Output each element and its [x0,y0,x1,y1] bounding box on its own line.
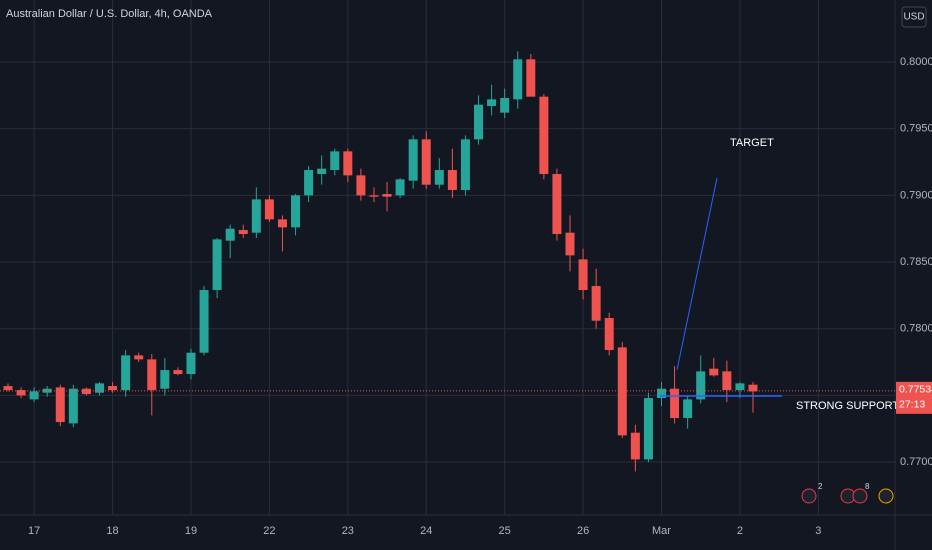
trend-line [676,177,718,371]
candle-body [186,352,196,375]
candle-body [81,388,91,395]
candle-body [408,139,418,181]
grid [0,0,895,515]
event-icon[interactable] [801,488,817,504]
candle-body [160,370,170,389]
candle-body [513,59,523,100]
x-tick-label: 18 [106,525,118,537]
candle-body [630,432,640,460]
candle-body [447,170,457,191]
candle-body [134,355,144,360]
x-tick-label: Mar [652,525,671,537]
x-tick-label: 24 [420,525,432,537]
candle-body [643,398,653,460]
candle-body [369,195,379,197]
candle-body [356,175,366,196]
candle-body [748,384,758,392]
candle-body [565,232,575,256]
x-tick-label: 26 [577,525,589,537]
candle-body [16,390,26,396]
candle-body [317,168,327,175]
candle-body [343,151,353,176]
candle-body [55,387,65,423]
currency-button[interactable] [901,6,927,28]
x-tick-label: 25 [499,525,511,537]
candle-body [304,170,314,196]
candle-body [212,239,222,291]
candle-body [683,399,693,419]
event-count: 8 [865,482,870,491]
candle-body [474,104,484,140]
x-tick-label: 23 [342,525,354,537]
candle-body [696,371,706,400]
candle-body [604,318,614,351]
target-label: TARGET [730,137,774,149]
candle-body [421,139,431,185]
event-count: 2 [818,482,823,491]
candle-body [173,370,183,375]
candles [3,51,758,472]
candle-body [382,194,392,197]
candle-body [29,391,39,400]
candle-body [238,230,248,235]
x-tick-label: 17 [28,525,40,537]
candle-body [199,290,209,353]
candle-body [591,286,601,321]
currency-label: USD [903,12,924,23]
candle-body [42,388,52,393]
candle-body [277,219,287,228]
candle-body [460,139,470,191]
last-price-box [896,381,932,414]
candle-body [251,199,261,233]
event-icon[interactable] [852,488,868,504]
candle-body [108,386,118,391]
candle-body [552,174,562,235]
chart-title: Australian Dollar / U.S. Dollar, 4h, OAN… [6,8,213,20]
event-icon[interactable] [878,488,894,504]
candle-body [264,199,274,220]
last-price-label: 0.77534 [899,384,932,396]
candle-body [68,388,78,424]
x-tick-label: 2 [737,525,743,537]
x-tick-label: 22 [263,525,275,537]
candle-body [395,179,405,196]
candle-body [434,170,444,185]
countdown-label: 27:13 [899,399,925,411]
x-tick-label: 19 [185,525,197,537]
candle-body [147,359,157,391]
candle-body [94,383,104,393]
candle-body [225,228,235,241]
candle-body [578,259,588,291]
candle-body [539,96,549,175]
candle-body [735,383,745,391]
candle-body [500,98,510,113]
candle-body [722,371,732,391]
y-tick-label: 0.80000 [900,56,932,68]
candle-body [709,368,719,376]
candle-body [121,355,131,391]
candle-body [670,388,680,419]
candle-body [617,347,627,436]
candle-body [526,59,536,97]
candle-body [487,99,497,107]
event-icons: 2 8 [801,482,894,504]
candle-body [330,151,340,171]
candle-body [657,388,666,399]
x-tick-label: 3 [815,525,821,537]
candle-body [291,195,301,228]
candle-body [3,386,13,391]
support-label: STRONG SUPPORT [796,400,899,412]
